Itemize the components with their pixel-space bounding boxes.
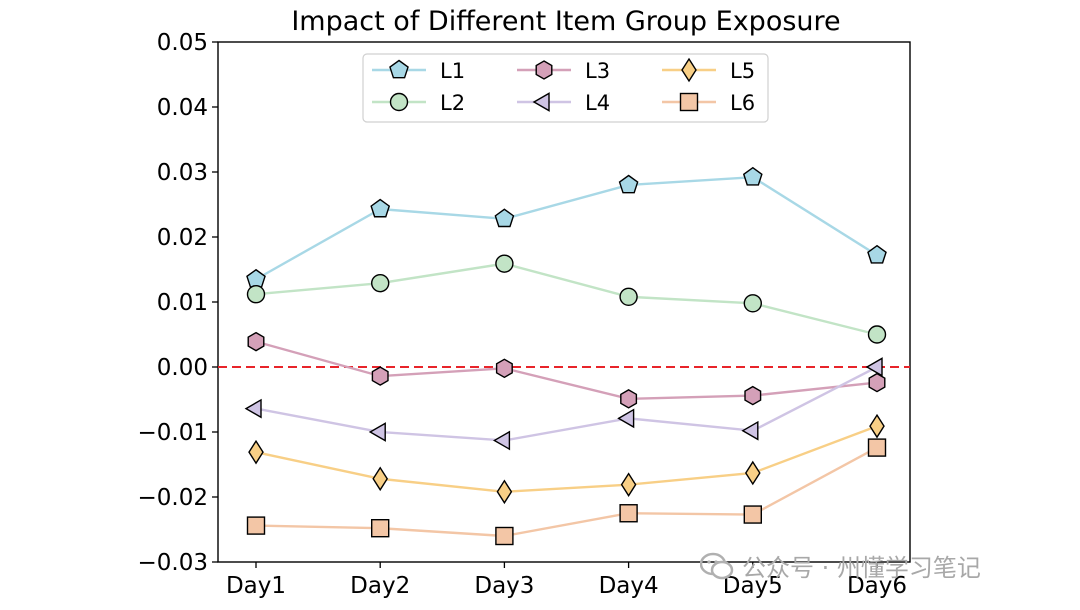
series-l2-point (495, 254, 514, 273)
legend-marker (679, 92, 699, 112)
series-l3-point (868, 372, 886, 393)
series-l4-point (492, 430, 511, 451)
x-tick-label: Day4 (599, 573, 659, 599)
series-l5-point (496, 479, 513, 505)
x-tick-label: Day3 (474, 573, 534, 599)
legend-entry-l4: L4 (517, 91, 610, 115)
legend-label: L5 (730, 59, 755, 83)
series-l6-point (867, 438, 887, 457)
series-l2-point (743, 294, 762, 313)
y-tick-label: 0.01 (157, 290, 208, 316)
series-l3 (247, 331, 886, 409)
y-tick-label: −0.02 (138, 485, 208, 511)
series-l4-point (617, 408, 635, 429)
series-l3-point (744, 385, 762, 406)
x-tick-label: Day2 (350, 573, 410, 599)
series-l4-point (865, 357, 883, 377)
legend: L1 L2 L3 L4 L5 L6 (362, 53, 769, 123)
series-l3-point (620, 389, 638, 409)
series-l6-point (743, 505, 762, 524)
y-tick-label: −0.03 (138, 550, 208, 576)
series-l6-point (246, 516, 266, 535)
series-l3-point (371, 366, 389, 386)
series-l1-line (255, 175, 878, 281)
plot-area: 0.05 0.04 0.03 0.02 0.01 0.00 −0.01 −0.02 −0.03 D… (138, 30, 911, 599)
series-l2-point (867, 325, 887, 344)
series-l2-point (371, 273, 390, 293)
series-l2-point (619, 287, 638, 306)
y-tick-label: 0.03 (157, 160, 208, 186)
series-l6-point (371, 519, 390, 538)
series-l1-point (618, 174, 639, 194)
series-l4-line (255, 365, 878, 442)
y-tick-label: 0.02 (157, 225, 208, 251)
series-l1-point (246, 268, 266, 288)
series-l3-point (247, 331, 265, 352)
legend-marker (681, 57, 697, 83)
chart-title: Impact of Different Item Group Exposure (291, 6, 840, 37)
legend-entry-l3: L3 (517, 59, 610, 83)
series-l5-point (744, 460, 761, 486)
legend-label: L2 (440, 91, 465, 115)
series-l3-line (255, 340, 878, 401)
series-l1-point (742, 166, 763, 186)
series-l6-point (619, 504, 638, 523)
legend-entry-l1: L1 (372, 59, 465, 83)
series-l6 (246, 438, 887, 546)
legend-box (362, 53, 769, 123)
series-l4 (244, 357, 883, 451)
legend-marker (532, 92, 550, 112)
x-tick-label: Day5 (723, 573, 783, 599)
series-l6-line (255, 446, 878, 538)
series-l3-point (495, 358, 513, 379)
y-tick-label: 0.00 (157, 355, 208, 381)
series-l5-point (248, 439, 264, 465)
legend-entry-l2: L2 (372, 91, 465, 115)
legend-label: L3 (585, 59, 610, 83)
legend-marker (389, 92, 409, 112)
x-tick-label: Day6 (847, 573, 907, 599)
series-l4-point (368, 422, 386, 442)
legend-marker (535, 60, 553, 80)
series-l5-line (255, 425, 878, 494)
series-l5 (248, 413, 885, 505)
x-tick-label: Day1 (226, 573, 286, 599)
series-l4-point (244, 398, 262, 419)
series-l1-point (494, 208, 515, 228)
series-l5-point (869, 413, 885, 439)
legend-entry-l6: L6 (662, 91, 755, 115)
legend-marker (389, 59, 409, 79)
y-tick-label: 0.04 (157, 95, 208, 121)
series-l2-line (255, 262, 878, 336)
legend-label: L1 (440, 59, 465, 83)
y-tick-label: −0.01 (138, 420, 208, 446)
series-l4-point (741, 420, 759, 441)
legend-label: L6 (730, 91, 755, 115)
legend-entry-l5: L5 (662, 57, 755, 83)
series-l1-point (370, 198, 391, 218)
series-l6-point (495, 526, 514, 546)
series-l5-point (372, 466, 389, 492)
legend-label: L4 (585, 91, 610, 115)
series-l1-point (867, 244, 887, 264)
series-l2-point (246, 285, 266, 304)
series-l1 (246, 166, 887, 288)
series-l5-point (620, 472, 637, 497)
series-l2 (246, 254, 887, 344)
y-tick-label: 0.05 (157, 30, 208, 56)
